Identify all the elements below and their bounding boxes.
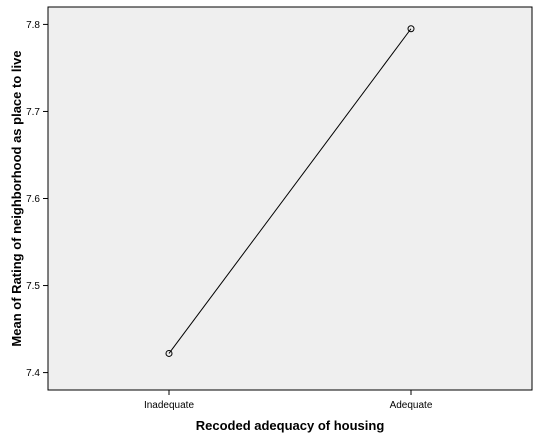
y-ticks: 7.4 7.5 7.6 7.7 7.8 xyxy=(26,20,48,379)
y-axis-title: Mean of Rating of neighborhood as place … xyxy=(9,50,24,346)
series xyxy=(165,25,415,357)
y-tick-label: 7.8 xyxy=(26,20,40,31)
x-axis-title: Recoded adequacy of housing xyxy=(196,418,385,433)
plot-area xyxy=(47,6,533,391)
x-tick-label: Inadequate xyxy=(144,400,194,411)
y-tick-label: 7.7 xyxy=(26,107,40,118)
y-tick-label: 7.4 xyxy=(26,368,40,379)
data-point xyxy=(407,25,415,33)
y-tick-label: 7.5 xyxy=(26,281,40,292)
x-ticks: Inadequate Adequate xyxy=(144,390,433,411)
data-point xyxy=(165,349,173,357)
series-line xyxy=(168,28,412,354)
y-tick-label: 7.6 xyxy=(26,194,40,205)
x-tick-label: Adequate xyxy=(390,400,433,411)
